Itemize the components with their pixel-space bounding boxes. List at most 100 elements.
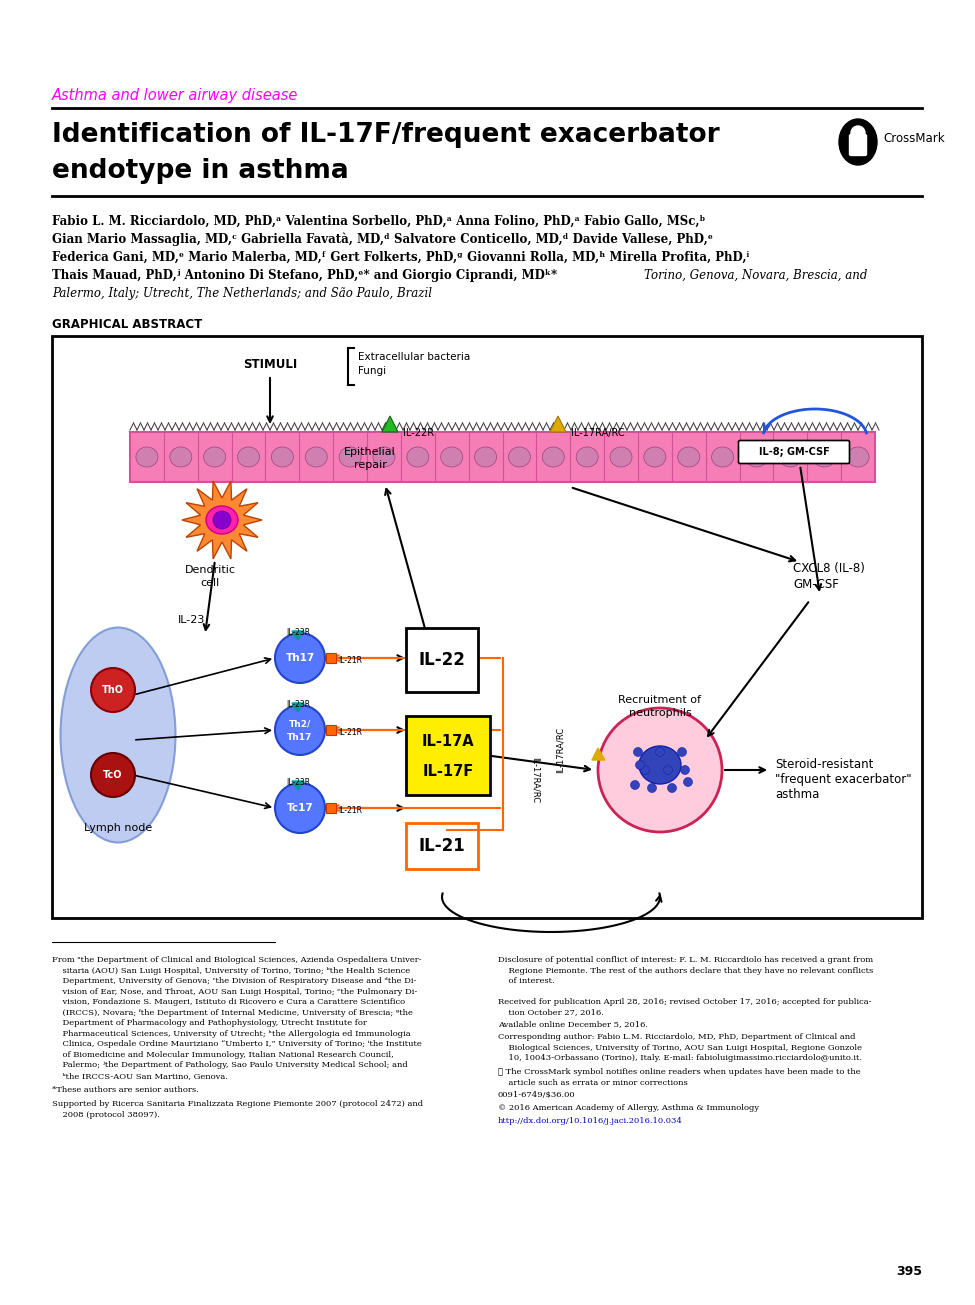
Text: IL-23R: IL-23R [286,628,310,637]
Text: CrossMark: CrossMark [883,132,945,145]
Ellipse shape [407,448,429,467]
Circle shape [598,709,722,833]
Text: Federica Gani, MD,ᵉ Mario Malerba, MD,ᶠ Gert Folkerts, PhD,ᵍ Giovanni Rolla, MD,: Federica Gani, MD,ᵉ Mario Malerba, MD,ᶠ … [52,251,749,264]
Circle shape [631,780,640,790]
Ellipse shape [847,448,869,467]
Ellipse shape [373,448,395,467]
Text: Corresponding author: Fabio L.M. Ricciardolo, MD, PhD, Department of Clinical an: Corresponding author: Fabio L.M. Ricciar… [498,1034,862,1062]
Ellipse shape [839,119,877,164]
Text: neutrophils: neutrophils [629,709,691,718]
Polygon shape [292,632,304,639]
Text: IL-17A: IL-17A [421,735,474,749]
Text: IL-21R: IL-21R [338,728,362,737]
Text: Steroid-resistant: Steroid-resistant [775,758,874,771]
Text: 0091-6749/$36.00: 0091-6749/$36.00 [498,1091,575,1099]
Ellipse shape [170,448,192,467]
Text: STIMULI: STIMULI [243,358,297,371]
Ellipse shape [644,448,666,467]
Text: IL-21: IL-21 [418,837,465,855]
Polygon shape [550,416,566,432]
Text: Fabio L. M. Ricciardolo, MD, PhD,ᵃ Valentina Sorbello, PhD,ᵃ Anna Folino, PhD,ᵃ : Fabio L. M. Ricciardolo, MD, PhD,ᵃ Valen… [52,215,705,228]
Ellipse shape [271,448,293,467]
Circle shape [647,783,656,792]
Text: Palermo, Italy; Utrecht, The Netherlands; and São Paulo, Brazil: Palermo, Italy; Utrecht, The Netherlands… [52,287,432,300]
Circle shape [681,766,689,774]
Text: ThO: ThO [102,685,124,696]
Circle shape [91,668,135,713]
Circle shape [634,748,643,757]
Ellipse shape [746,448,767,467]
Ellipse shape [542,448,565,467]
Circle shape [636,761,644,770]
Ellipse shape [305,448,328,467]
FancyBboxPatch shape [738,441,849,463]
Bar [326,803,336,813]
FancyBboxPatch shape [406,823,478,869]
Text: endotype in asthma: endotype in asthma [52,158,349,184]
Text: "frequent exacerbator": "frequent exacerbator" [775,773,912,786]
Circle shape [275,705,325,756]
Text: http://dx.doi.org/10.1016/j.jaci.2016.10.034: http://dx.doi.org/10.1016/j.jaci.2016.10… [498,1117,682,1125]
Circle shape [851,127,865,140]
Text: Ⓜ The CrossMark symbol notifies online readers when updates have been made to th: Ⓜ The CrossMark symbol notifies online r… [498,1067,861,1087]
Text: IL-23R: IL-23R [286,778,310,787]
Text: IL-17RA/RC: IL-17RA/RC [571,428,625,438]
Text: Dendritic: Dendritic [184,565,236,576]
Text: Th17: Th17 [288,733,313,743]
Circle shape [91,753,135,797]
Bar [326,726,336,735]
Circle shape [664,766,673,774]
Text: TcO: TcO [103,770,123,780]
Ellipse shape [441,448,463,467]
Text: IL-22: IL-22 [418,651,465,669]
Text: IL-8; GM-CSF: IL-8; GM-CSF [759,448,830,457]
Text: IL-17F: IL-17F [422,765,474,779]
Text: Th17: Th17 [286,652,315,663]
Text: IL-22R: IL-22R [403,428,434,438]
Text: repair: repair [354,459,386,470]
Ellipse shape [60,628,176,843]
Text: Lymph node: Lymph node [84,823,152,833]
Text: Th2/: Th2/ [289,719,311,728]
Bar [326,652,336,663]
Ellipse shape [639,746,681,784]
Polygon shape [592,748,605,760]
Circle shape [683,778,692,787]
Ellipse shape [206,506,238,534]
FancyBboxPatch shape [849,134,867,155]
FancyBboxPatch shape [406,716,490,795]
Text: Extracellular bacteria: Extracellular bacteria [358,352,470,361]
Text: cell: cell [201,578,219,589]
Bar [52,335,922,917]
Bar [130,432,875,482]
Text: CXCL8 (IL-8): CXCL8 (IL-8) [793,562,865,576]
Circle shape [678,748,686,757]
Circle shape [655,748,665,757]
Text: Available online December 5, 2016.: Available online December 5, 2016. [498,1021,648,1028]
Text: Received for publication April 28, 2016; revised October 17, 2016; accepted for : Received for publication April 28, 2016;… [498,998,872,1017]
Ellipse shape [204,448,225,467]
Text: IL-17RA/RC: IL-17RA/RC [530,757,539,803]
Text: *These authors are senior authors.: *These authors are senior authors. [52,1086,199,1094]
Text: Tc17: Tc17 [287,803,313,813]
Text: Identification of IL-17F/frequent exacerbator: Identification of IL-17F/frequent exacer… [52,121,720,147]
Text: GRAPHICAL ABSTRACT: GRAPHICAL ABSTRACT [52,318,202,331]
Text: Torino, Genova, Novara, Brescia, and: Torino, Genova, Novara, Brescia, and [644,269,868,282]
Circle shape [213,512,231,529]
Polygon shape [182,482,262,559]
Text: Gian Mario Massaglia, MD,ᶜ Gabriella Favatà, MD,ᵈ Salvatore Conticello, MD,ᵈ Dav: Gian Mario Massaglia, MD,ᶜ Gabriella Fav… [52,234,713,247]
Polygon shape [292,780,304,790]
Ellipse shape [508,448,530,467]
Text: Epithelial: Epithelial [344,448,396,457]
FancyBboxPatch shape [406,628,478,692]
Text: IL-23: IL-23 [178,615,206,625]
Text: Disclosure of potential conflict of interest: F. L. M. Riccardiolo has received : Disclosure of potential conflict of inte… [498,957,874,985]
Ellipse shape [712,448,733,467]
Polygon shape [292,703,304,713]
Ellipse shape [339,448,361,467]
Text: IL-17RA/RC: IL-17RA/RC [556,727,565,773]
Ellipse shape [475,448,496,467]
Circle shape [641,766,649,774]
Text: Fungi: Fungi [358,365,386,376]
Text: IL-21R: IL-21R [338,656,362,666]
